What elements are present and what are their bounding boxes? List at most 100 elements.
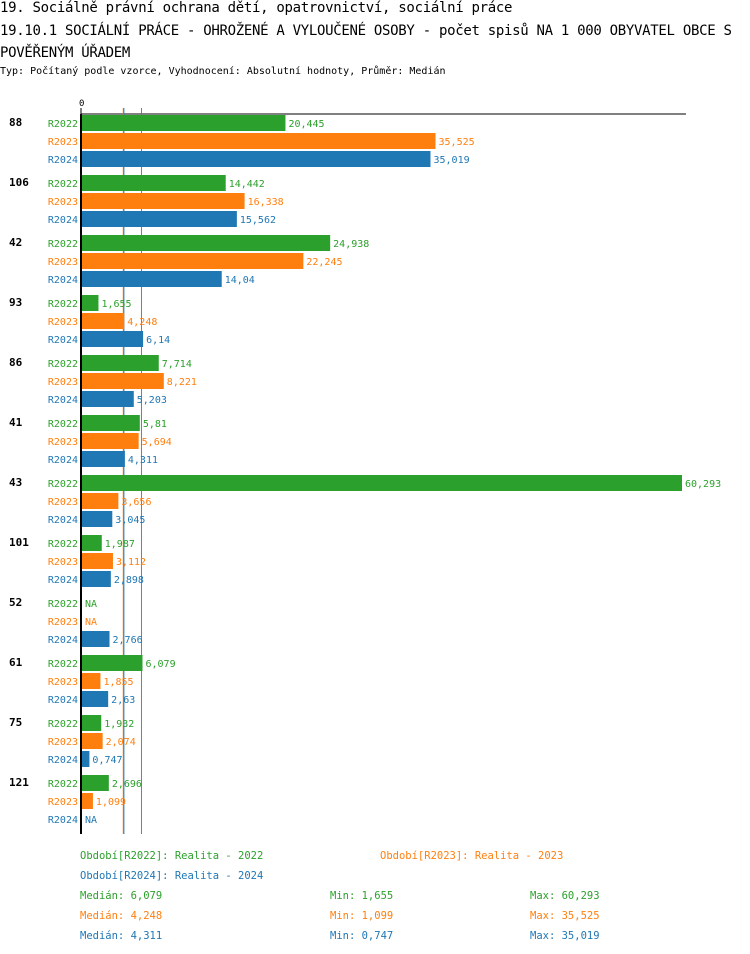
series-label: R2024 [48, 515, 78, 526]
data-label: 6,14 [146, 335, 170, 346]
data-label: 2,074 [106, 737, 136, 748]
bar-r2022 [82, 535, 102, 551]
data-label: 2,766 [113, 635, 143, 646]
data-label: 1,987 [105, 539, 135, 550]
category-label: 86 [9, 356, 23, 369]
bar-r2024 [82, 211, 237, 227]
data-label: NA [85, 815, 97, 826]
series-label: R2023 [48, 137, 78, 148]
bar-r2023 [82, 253, 304, 269]
series-label: R2023 [48, 377, 78, 388]
bar-r2024 [82, 631, 110, 647]
series-label: R2023 [48, 617, 78, 628]
bar-r2022 [82, 775, 109, 791]
bar-r2024 [82, 751, 90, 767]
data-label: 0,747 [92, 755, 122, 766]
bar-r2023 [82, 733, 103, 749]
data-label: 1,099 [96, 797, 126, 808]
data-label: 1,855 [103, 677, 133, 688]
data-label: 7,714 [162, 359, 192, 370]
category-label: 52 [9, 596, 22, 609]
series-label: R2022 [48, 359, 78, 370]
data-label: 5,203 [137, 395, 167, 406]
data-label: 1,655 [101, 299, 131, 310]
stat-max: Max: 60,293 [530, 890, 600, 902]
series-label: R2022 [48, 239, 78, 250]
data-label: 2,63 [111, 695, 135, 706]
data-label: 60,293 [685, 479, 721, 490]
data-label: 16,338 [248, 197, 284, 208]
category-label: 121 [9, 776, 29, 789]
bar-r2022 [82, 715, 102, 731]
series-label: R2022 [48, 419, 78, 430]
data-label: 20,445 [288, 119, 324, 130]
legend-item: Období[R2023]: Realita - 2023 [380, 850, 564, 862]
data-label: 22,245 [306, 257, 342, 268]
stat-median: Medián: 6,079 [80, 890, 163, 902]
stat-median: Medián: 4,311 [80, 930, 163, 942]
series-label: R2024 [48, 755, 78, 766]
bar-r2023 [82, 433, 139, 449]
category-label: 88 [9, 116, 22, 129]
data-label: 3,656 [121, 497, 151, 508]
bar-r2024 [82, 151, 431, 167]
data-label: 2,696 [112, 779, 142, 790]
data-label: 4,248 [127, 317, 157, 328]
bar-r2023 [82, 193, 245, 209]
series-label: R2022 [48, 479, 78, 490]
series-label: R2023 [48, 257, 78, 268]
category-label: 61 [9, 656, 23, 669]
data-label: 4,311 [128, 455, 158, 466]
stat-max: Max: 35,019 [530, 930, 600, 942]
chart-meta: Typ: Počítaný podle vzorce, Vyhodnocení:… [0, 66, 446, 77]
x-tick-label: 0 [79, 99, 84, 109]
bar-r2023 [82, 493, 119, 509]
bar-r2022 [82, 295, 99, 311]
series-label: R2024 [48, 335, 78, 346]
category-label: 75 [9, 716, 22, 729]
section-title: 19. Sociálně právní ochrana dětí, opatro… [0, 0, 513, 16]
data-label: 8,221 [167, 377, 197, 388]
data-label: 24,938 [333, 239, 369, 250]
data-label: 14,442 [229, 179, 265, 190]
series-label: R2023 [48, 557, 78, 568]
category-label: 101 [9, 536, 29, 549]
stat-max: Max: 35,525 [530, 910, 600, 922]
bar-r2022 [82, 415, 140, 431]
category-label: 93 [9, 296, 22, 309]
bar-r2024 [82, 691, 109, 707]
bar-r2022 [82, 175, 226, 191]
series-label: R2024 [48, 455, 78, 466]
data-label: NA [85, 617, 97, 628]
stat-min: Min: 1,655 [330, 890, 394, 902]
series-label: R2022 [48, 539, 78, 550]
category-label: 43 [9, 476, 22, 489]
series-label: R2024 [48, 815, 78, 826]
data-label: 1,932 [104, 719, 134, 730]
category-label: 106 [9, 176, 29, 189]
bar-r2023 [82, 793, 93, 809]
bar-r2022 [82, 355, 159, 371]
data-label: NA [85, 599, 97, 610]
series-label: R2024 [48, 215, 78, 226]
data-label: 35,525 [439, 137, 475, 148]
series-label: R2022 [48, 179, 78, 190]
series-label: R2022 [48, 779, 78, 790]
series-label: R2022 [48, 119, 78, 130]
bar-r2024 [82, 511, 113, 527]
bar-r2024 [82, 451, 125, 467]
bar-r2024 [82, 271, 222, 287]
series-label: R2023 [48, 737, 78, 748]
bar-r2022 [82, 475, 682, 491]
bar-r2022 [82, 655, 143, 671]
data-label: 3,045 [115, 515, 145, 526]
data-label: 3,112 [116, 557, 146, 568]
bar-r2023 [82, 313, 125, 329]
series-label: R2023 [48, 497, 78, 508]
stat-min: Min: 1,099 [330, 910, 394, 922]
category-label: 41 [9, 416, 23, 429]
legend-item: Období[R2022]: Realita - 2022 [80, 850, 264, 862]
series-label: R2023 [48, 677, 78, 688]
series-label: R2023 [48, 317, 78, 328]
